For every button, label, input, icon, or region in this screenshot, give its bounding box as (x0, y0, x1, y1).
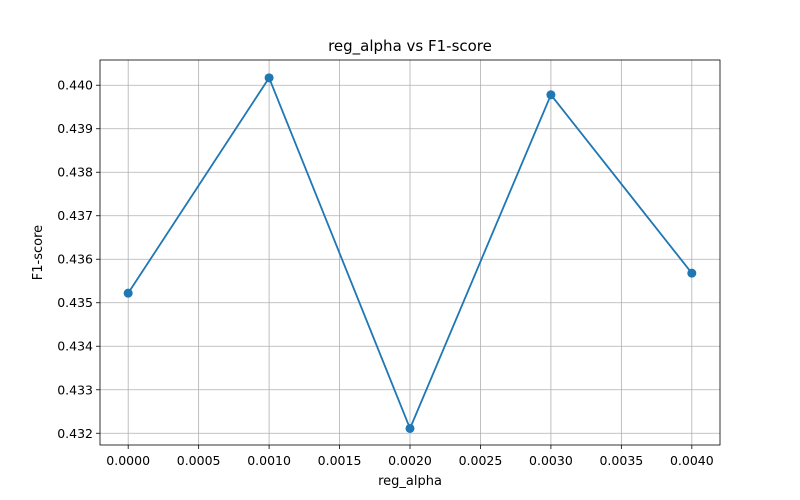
data-point (123, 288, 133, 298)
y-tick-label: 0.433 (57, 382, 93, 397)
x-tick-label: 0.0000 (106, 453, 150, 468)
x-tick-label: 0.0030 (529, 453, 573, 468)
axis-ticks: 0.0000 0.0005 0.0010 0.0015 0.0020 0.0025 0.00… (57, 78, 714, 468)
data-point (264, 73, 274, 83)
y-tick-label: 0.434 (57, 339, 93, 354)
x-tick-label: 0.0010 (247, 453, 291, 468)
x-tick-label: 0.0040 (670, 453, 714, 468)
series-layer (123, 73, 697, 433)
grid (100, 60, 720, 445)
y-tick-label: 0.432 (57, 426, 93, 441)
y-tick-label: 0.436 (57, 252, 93, 267)
y-tick-label: 0.435 (57, 295, 93, 310)
x-tick-label: 0.0020 (388, 453, 432, 468)
data-point (405, 423, 415, 433)
y-tick-label: 0.438 (57, 165, 93, 180)
x-tick-label: 0.0015 (318, 453, 362, 468)
x-axis-title: reg_alpha (378, 474, 442, 489)
y-axis-title: F1-score (31, 225, 46, 280)
x-tick-label: 0.0035 (599, 453, 643, 468)
x-tick-label: 0.0005 (177, 453, 221, 468)
data-point (546, 90, 556, 100)
y-tick-label: 0.437 (57, 208, 93, 223)
chart-title: reg_alpha vs F1-score (328, 37, 492, 56)
y-tick-label: 0.440 (57, 78, 93, 93)
y-tick-label: 0.439 (57, 121, 93, 136)
x-tick-label: 0.0025 (459, 453, 503, 468)
data-point (687, 268, 697, 278)
